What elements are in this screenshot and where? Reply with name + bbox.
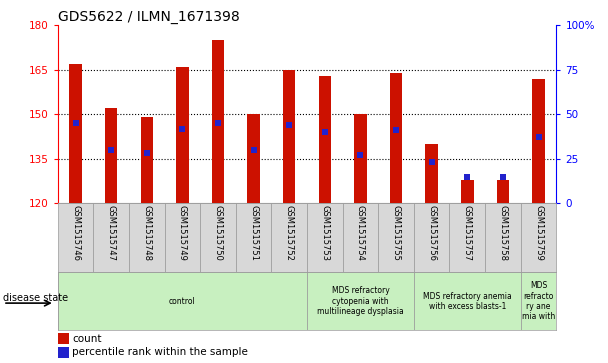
FancyBboxPatch shape <box>485 203 520 272</box>
Bar <box>354 114 367 203</box>
FancyBboxPatch shape <box>58 203 94 272</box>
FancyBboxPatch shape <box>271 203 307 272</box>
Text: GSM1515749: GSM1515749 <box>178 205 187 261</box>
Text: control: control <box>169 297 196 306</box>
FancyBboxPatch shape <box>200 203 236 272</box>
Bar <box>69 64 82 203</box>
FancyBboxPatch shape <box>307 272 414 330</box>
Bar <box>212 40 224 203</box>
Point <box>320 129 330 135</box>
FancyBboxPatch shape <box>378 203 414 272</box>
Bar <box>58 347 69 358</box>
Point <box>534 135 544 140</box>
Point <box>106 147 116 153</box>
FancyBboxPatch shape <box>449 203 485 272</box>
Text: MDS refractory anemia
with excess blasts-1: MDS refractory anemia with excess blasts… <box>423 291 512 311</box>
FancyBboxPatch shape <box>129 203 165 272</box>
Bar <box>176 67 188 203</box>
FancyBboxPatch shape <box>520 272 556 330</box>
Text: GSM1515751: GSM1515751 <box>249 205 258 261</box>
Point <box>178 126 187 131</box>
Bar <box>58 333 69 344</box>
FancyBboxPatch shape <box>343 203 378 272</box>
Bar <box>426 144 438 203</box>
Text: disease state: disease state <box>3 293 68 303</box>
Point <box>71 120 80 126</box>
FancyBboxPatch shape <box>414 203 449 272</box>
FancyBboxPatch shape <box>94 203 129 272</box>
Bar <box>283 70 295 203</box>
Bar <box>390 73 402 203</box>
Bar <box>247 114 260 203</box>
Text: MDS
refracto
ry ane
mia with: MDS refracto ry ane mia with <box>522 281 555 321</box>
Text: GSM1515753: GSM1515753 <box>320 205 330 261</box>
FancyBboxPatch shape <box>236 203 271 272</box>
Text: GSM1515759: GSM1515759 <box>534 205 543 261</box>
Point <box>249 147 258 153</box>
Text: GSM1515755: GSM1515755 <box>392 205 401 261</box>
FancyBboxPatch shape <box>58 272 307 330</box>
Text: GSM1515754: GSM1515754 <box>356 205 365 261</box>
Text: GDS5622 / ILMN_1671398: GDS5622 / ILMN_1671398 <box>58 11 240 24</box>
Bar <box>319 76 331 203</box>
Bar <box>105 109 117 203</box>
Point <box>356 152 365 158</box>
Text: GSM1515756: GSM1515756 <box>427 205 436 261</box>
Text: GSM1515752: GSM1515752 <box>285 205 294 261</box>
FancyBboxPatch shape <box>520 203 556 272</box>
Text: GSM1515748: GSM1515748 <box>142 205 151 261</box>
Bar <box>532 79 545 203</box>
Text: GSM1515746: GSM1515746 <box>71 205 80 261</box>
Text: GSM1515747: GSM1515747 <box>106 205 116 261</box>
Text: MDS refractory
cytopenia with
multilineage dysplasia: MDS refractory cytopenia with multilinea… <box>317 286 404 316</box>
Point <box>498 174 508 180</box>
Point <box>142 151 151 156</box>
FancyBboxPatch shape <box>307 203 343 272</box>
Point <box>391 127 401 133</box>
FancyBboxPatch shape <box>165 203 200 272</box>
Bar <box>140 117 153 203</box>
Text: GSM1515758: GSM1515758 <box>499 205 508 261</box>
Text: GSM1515757: GSM1515757 <box>463 205 472 261</box>
Text: percentile rank within the sample: percentile rank within the sample <box>72 347 248 358</box>
Point <box>427 159 437 165</box>
FancyBboxPatch shape <box>414 272 520 330</box>
Point <box>285 122 294 128</box>
Bar <box>497 180 509 203</box>
Text: GSM1515750: GSM1515750 <box>213 205 223 261</box>
Point <box>463 174 472 180</box>
Bar <box>461 180 474 203</box>
Point <box>213 120 223 126</box>
Text: count: count <box>72 334 102 344</box>
